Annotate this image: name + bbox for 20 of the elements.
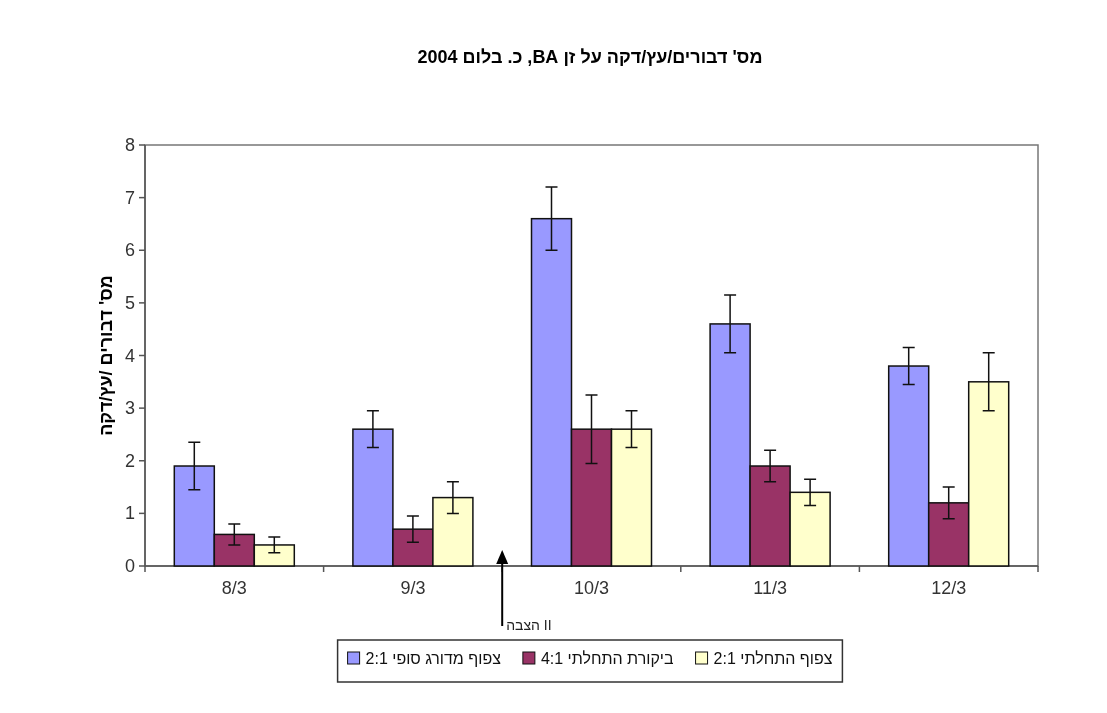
chart-title: מס' דבורים/עץ/דקה על זן BA, כ. בלום 2004 xyxy=(417,47,763,67)
x-tick-label: 9/3 xyxy=(400,578,426,598)
legend-label: צפוף התחלתי 2:1 xyxy=(713,650,833,667)
x-tick-label: 8/3 xyxy=(221,578,247,598)
y-tick-label: 8 xyxy=(124,135,135,155)
legend-label: ביקורת התחלתי 4:1 xyxy=(540,650,674,667)
x-tick-label: 12/3 xyxy=(931,578,967,598)
y-tick-label: 7 xyxy=(124,187,135,208)
y-tick-label: 0 xyxy=(124,556,135,576)
x-tick-label: 11/3 xyxy=(753,578,787,598)
y-tick-label: 3 xyxy=(124,398,135,419)
legend-label: צפוף מדורג סופי 2:1 xyxy=(365,650,502,667)
y-tick-label: 4 xyxy=(124,345,135,366)
y-tick-label: 2 xyxy=(124,450,135,471)
y-tick-label: 5 xyxy=(124,292,135,313)
text: הצבה II xyxy=(506,617,552,633)
y-axis-title: מס' דבורים /עץ/דקה xyxy=(96,275,116,436)
y-tick-label: 1 xyxy=(124,503,135,524)
y-tick-label: 6 xyxy=(124,240,135,261)
x-tick-label: 10/3 xyxy=(573,578,610,598)
